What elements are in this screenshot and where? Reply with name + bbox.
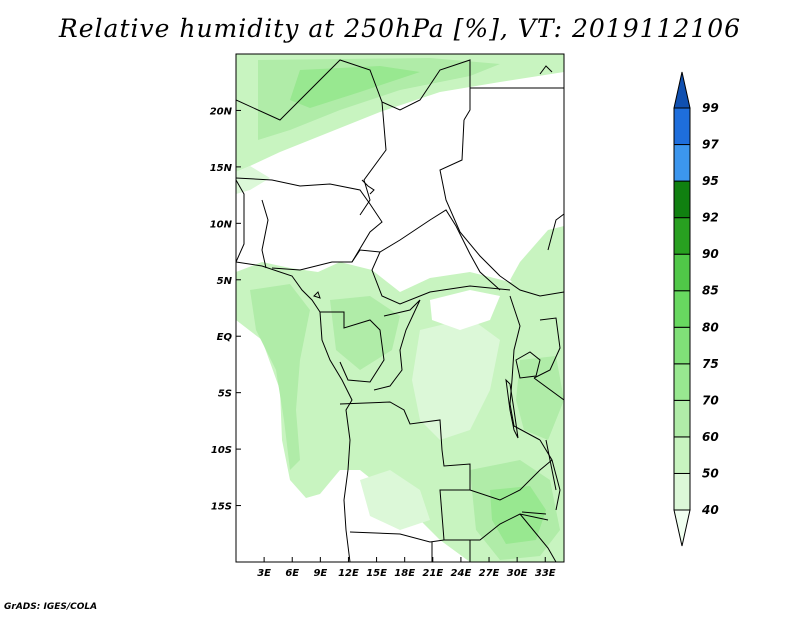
border-benin-togo bbox=[261, 199, 269, 269]
humidity-area-north-core bbox=[290, 66, 420, 108]
humidity-area-central-light bbox=[412, 318, 500, 440]
border-ghana bbox=[236, 179, 245, 263]
colorbar-label: 97 bbox=[702, 138, 719, 152]
humidity-area-northwest-edge bbox=[236, 166, 270, 194]
lake-malawi bbox=[545, 439, 557, 491]
colorbar-box bbox=[673, 363, 691, 401]
map-frame bbox=[235, 53, 565, 563]
border-zimbabwe bbox=[519, 513, 557, 562]
colorbar-label: 60 bbox=[702, 430, 719, 444]
x-tick-label: 12E bbox=[338, 568, 359, 579]
border-niger-chad bbox=[359, 101, 387, 216]
border-drc-uganda bbox=[509, 295, 541, 441]
lake-victoria bbox=[515, 351, 541, 379]
bioko-island bbox=[313, 291, 321, 299]
border-zambia-south bbox=[444, 513, 549, 541]
y-tick-label: 5N bbox=[217, 276, 233, 287]
border-tanzania bbox=[533, 377, 564, 401]
border-chad-sudan bbox=[439, 119, 501, 277]
border-sahara-north bbox=[236, 59, 471, 121]
y-tick-label: 20N bbox=[210, 106, 233, 117]
humidity-shading bbox=[236, 54, 564, 562]
border-zambia bbox=[469, 459, 553, 501]
colorbar-label: 40 bbox=[701, 503, 719, 517]
colorbar-label: 50 bbox=[702, 466, 719, 480]
colorbar-box bbox=[673, 472, 691, 511]
y-tick-label: 15S bbox=[211, 502, 232, 513]
colorbar-label: 75 bbox=[702, 357, 719, 371]
border-congo bbox=[373, 299, 421, 391]
colorbar-label: 80 bbox=[702, 320, 719, 334]
y-tick-label: EQ bbox=[217, 332, 233, 343]
colorbar-box bbox=[673, 290, 691, 328]
country-borders bbox=[236, 59, 564, 562]
x-tick-label: 18E bbox=[394, 568, 415, 579]
humidity-area-south-light bbox=[360, 470, 430, 530]
colorbar-box bbox=[673, 107, 691, 146]
x-tick-label: 3E bbox=[257, 568, 271, 579]
border-nigeria bbox=[236, 177, 383, 271]
x-tick-label: 24E bbox=[451, 568, 472, 579]
coastline-west bbox=[236, 261, 353, 562]
x-tick-label: 30E bbox=[507, 568, 528, 579]
colorbar-box bbox=[673, 399, 691, 438]
colorbar-box bbox=[673, 436, 691, 474]
sinai-coast bbox=[539, 65, 553, 75]
colorbar-box bbox=[673, 217, 691, 255]
colorbar-label: 99 bbox=[702, 101, 719, 115]
colorbar: 40 50 60 70 75 80 85 90 92 95 97 99 bbox=[673, 71, 719, 547]
colorbar-box bbox=[673, 326, 691, 365]
x-tick-label: 27E bbox=[479, 568, 500, 579]
y-tick-label: 15N bbox=[210, 163, 233, 174]
border-south-sudan bbox=[499, 275, 564, 297]
colorbar-box bbox=[673, 180, 691, 219]
colorbar-label: 90 bbox=[702, 247, 719, 261]
lake-chad bbox=[361, 179, 375, 195]
border-malawi bbox=[539, 439, 561, 511]
colorbar-box bbox=[673, 253, 691, 292]
y-tick-label: 10N bbox=[210, 219, 233, 230]
border-cameroon bbox=[351, 209, 501, 291]
border-uganda-kenya bbox=[533, 317, 561, 379]
colorbar-box bbox=[673, 144, 691, 182]
y-tick-label: 5S bbox=[218, 389, 232, 400]
border-namibia-botswana bbox=[431, 540, 471, 562]
humidity-area-east-light bbox=[430, 290, 500, 330]
humidity-area-west-core bbox=[250, 284, 310, 470]
x-tick-label: 33E bbox=[535, 568, 556, 579]
border-gabon bbox=[320, 311, 385, 383]
colorbar-bottom-triangle bbox=[673, 509, 691, 547]
x-tick-label: 9E bbox=[313, 568, 327, 579]
grads-credit: GrADS: IGES/COLA bbox=[4, 602, 98, 612]
map-title: Relative humidity at 250hPa [%], VT: 201… bbox=[58, 14, 742, 43]
colorbar-label: 95 bbox=[702, 174, 719, 188]
colorbar-top-triangle bbox=[673, 71, 691, 109]
x-axis: 3E 6E 9E 12E 15E 18E 21E 24E 27E 30E 33E bbox=[257, 557, 556, 579]
y-tick-label: 10S bbox=[211, 445, 232, 456]
colorbar-label: 92 bbox=[702, 211, 719, 225]
y-axis: 20N 15N 10N 5N EQ 5S 10S 15S bbox=[210, 106, 241, 513]
border-car bbox=[371, 251, 511, 305]
colorbar-label: 85 bbox=[702, 284, 719, 298]
border-angola-south bbox=[349, 531, 445, 543]
colorbar-label: 70 bbox=[702, 393, 719, 407]
lake-kariba bbox=[521, 511, 547, 515]
lake-tanganyika bbox=[505, 378, 519, 439]
x-tick-label: 21E bbox=[422, 568, 443, 579]
x-tick-label: 15E bbox=[366, 568, 387, 579]
border-ethiopia bbox=[547, 213, 564, 251]
border-angola bbox=[339, 401, 471, 541]
x-tick-label: 6E bbox=[285, 568, 299, 579]
